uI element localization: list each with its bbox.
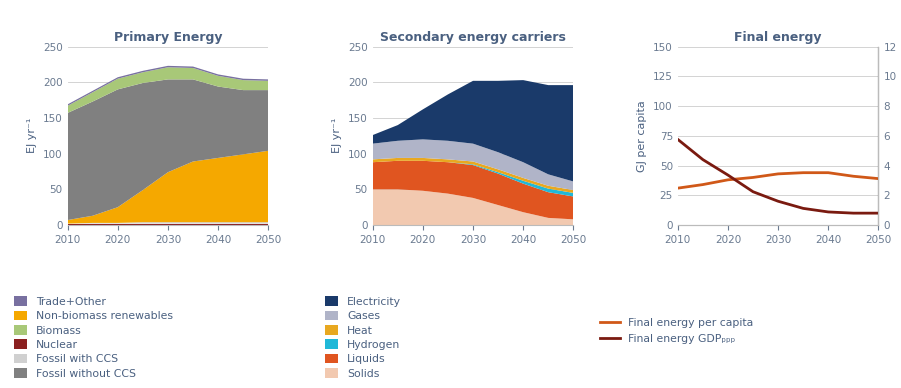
Title: Final energy: Final energy bbox=[734, 31, 822, 44]
Legend: Electricity, Gases, Heat, Hydrogen, Liquids, Solids: Electricity, Gases, Heat, Hydrogen, Liqu… bbox=[325, 296, 401, 379]
Legend: Trade+Other, Non-biomass renewables, Biomass, Nuclear, Fossil with CCS, Fossil w: Trade+Other, Non-biomass renewables, Bio… bbox=[14, 296, 173, 379]
Y-axis label: EJ yr⁻¹: EJ yr⁻¹ bbox=[332, 118, 342, 154]
Title: Secondary energy carriers: Secondary energy carriers bbox=[380, 31, 566, 44]
Y-axis label: GJ per capita: GJ per capita bbox=[638, 100, 648, 171]
Legend: Final energy per capita, Final energy GDPₚₚₚ: Final energy per capita, Final energy GD… bbox=[600, 317, 753, 344]
Y-axis label: EJ yr⁻¹: EJ yr⁻¹ bbox=[27, 118, 38, 154]
Title: Primary Energy: Primary Energy bbox=[114, 31, 223, 44]
